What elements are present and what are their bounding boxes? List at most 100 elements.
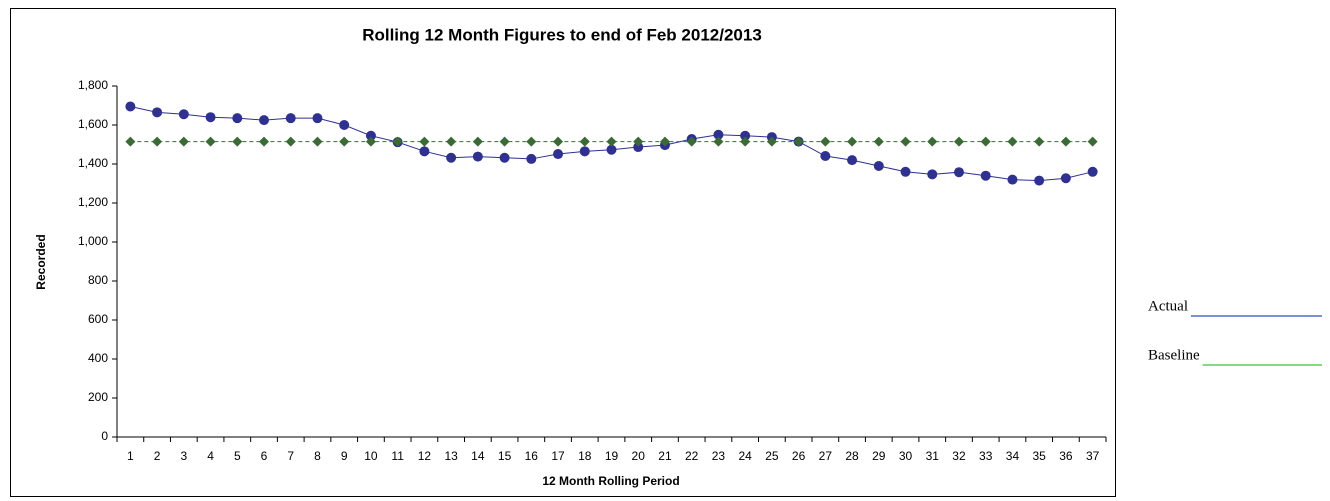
data-point <box>205 112 216 123</box>
data-point <box>606 144 617 155</box>
x-tick-label: 26 <box>792 449 806 463</box>
x-tick-label: 2 <box>154 449 161 463</box>
y-tick-label: 0 <box>101 429 108 443</box>
data-point <box>740 130 751 141</box>
data-point <box>365 136 376 147</box>
x-tick-label: 8 <box>314 449 321 463</box>
data-point <box>1087 136 1098 147</box>
chart-title: Rolling 12 Month Figures to end of Feb 2… <box>362 25 762 44</box>
x-tick-label: 37 <box>1086 449 1100 463</box>
x-tick-label: 10 <box>364 449 378 463</box>
y-tick-label: 1,000 <box>78 234 108 248</box>
x-tick-label: 16 <box>525 449 539 463</box>
data-point <box>339 120 350 130</box>
y-tick-label: 1,200 <box>78 195 108 209</box>
x-tick-label: 4 <box>207 449 214 463</box>
x-tick-label: 6 <box>261 449 268 463</box>
data-point <box>606 136 617 147</box>
data-point <box>1034 136 1045 147</box>
data-point <box>259 115 270 126</box>
data-point <box>766 136 777 147</box>
data-point <box>285 136 296 147</box>
x-tick-label: 18 <box>578 449 592 463</box>
data-point <box>553 136 564 147</box>
data-point <box>713 129 724 140</box>
data-point <box>873 136 884 147</box>
x-tick-label: 33 <box>979 449 993 463</box>
data-point <box>553 149 564 160</box>
data-point <box>446 136 457 147</box>
x-tick-label: 30 <box>899 449 913 463</box>
x-tick-label: 29 <box>872 449 886 463</box>
data-point <box>178 109 189 120</box>
data-point <box>579 136 590 147</box>
chart-border <box>10 8 1116 497</box>
data-point <box>472 136 483 147</box>
x-tick-label: 17 <box>551 449 565 463</box>
x-tick-label: 13 <box>444 449 458 463</box>
data-point <box>953 167 964 178</box>
data-point <box>873 160 884 171</box>
data-point <box>1034 175 1045 186</box>
data-point <box>285 113 296 124</box>
data-point <box>339 136 350 147</box>
x-tick-label: 24 <box>738 449 752 463</box>
data-point <box>793 136 804 147</box>
data-point <box>312 113 323 124</box>
data-point <box>927 169 938 180</box>
data-point <box>472 151 483 162</box>
data-point <box>152 107 163 118</box>
data-point <box>927 136 938 147</box>
y-tick-label: 800 <box>88 273 108 287</box>
data-point <box>847 155 858 166</box>
data-point <box>526 136 537 147</box>
x-tick-label: 23 <box>712 449 726 463</box>
x-tick-label: 31 <box>926 449 940 463</box>
data-point <box>365 130 376 141</box>
legend-label: Actual <box>1148 298 1188 314</box>
y-tick-label: 400 <box>88 351 108 365</box>
y-tick-label: 1,600 <box>78 117 108 131</box>
x-tick-label: 15 <box>498 449 512 463</box>
data-point <box>125 101 136 112</box>
data-point <box>820 136 831 147</box>
data-point <box>419 146 430 157</box>
x-tick-label: 1 <box>127 449 134 463</box>
data-point <box>1007 136 1018 147</box>
x-tick-label: 32 <box>952 449 966 463</box>
x-tick-label: 35 <box>1032 449 1046 463</box>
legend-label: Baseline <box>1148 347 1200 363</box>
x-tick-label: 14 <box>471 449 485 463</box>
y-tick-label: 200 <box>88 390 108 404</box>
x-axis-title: 12 Month Rolling Period <box>542 474 679 488</box>
x-tick-label: 7 <box>287 449 294 463</box>
data-point <box>152 136 163 147</box>
y-tick-label: 1,400 <box>78 156 108 170</box>
data-point <box>1060 136 1071 147</box>
data-point <box>1060 173 1071 184</box>
x-tick-label: 28 <box>845 449 859 463</box>
data-point <box>713 136 724 147</box>
x-tick-label: 3 <box>180 449 187 463</box>
x-tick-label: 12 <box>418 449 432 463</box>
data-point <box>740 136 751 147</box>
data-point <box>232 136 243 147</box>
x-tick-label: 9 <box>341 449 348 463</box>
data-point <box>579 146 590 157</box>
data-point <box>419 136 430 147</box>
data-point <box>820 151 831 162</box>
data-point <box>953 136 964 147</box>
data-point <box>900 166 911 177</box>
y-tick-label: 1,800 <box>78 78 108 92</box>
data-point <box>526 153 537 164</box>
x-tick-label: 19 <box>605 449 619 463</box>
data-point <box>847 136 858 147</box>
data-point <box>633 136 644 147</box>
y-tick-label: 600 <box>88 312 108 326</box>
data-point <box>499 136 510 147</box>
data-point <box>633 142 644 153</box>
x-tick-label: 22 <box>685 449 699 463</box>
data-point <box>499 152 510 163</box>
data-point <box>980 170 991 181</box>
